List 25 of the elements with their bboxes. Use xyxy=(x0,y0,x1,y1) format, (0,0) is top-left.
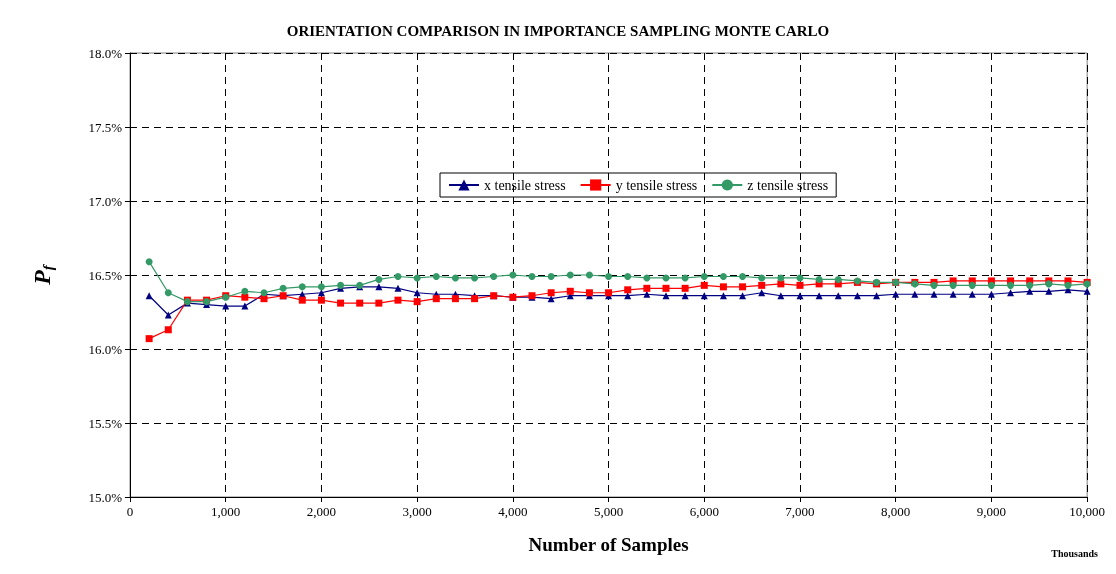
y-tick-label: 18.0% xyxy=(88,45,123,61)
y-tick-label: 15.0% xyxy=(88,489,123,505)
y-tick-label: 17.0% xyxy=(88,193,123,209)
x-tick-label: 7,000 xyxy=(785,504,815,519)
text: Thousands xyxy=(1051,547,1099,559)
x-tick-label: 0 xyxy=(126,504,134,519)
x-tick-label: 8,000 xyxy=(881,504,911,519)
x-tick-label: 4,000 xyxy=(498,504,528,519)
legend-label: x tensile stress xyxy=(484,177,566,193)
x-tick-label: 1,000 xyxy=(211,504,241,519)
x-axis-title: Number of Samples xyxy=(528,534,689,555)
y-tick-label: 16.5% xyxy=(88,267,123,283)
x-tick-label: 6,000 xyxy=(689,504,719,519)
x-tick-label: 3,000 xyxy=(402,504,432,519)
x-tick-label: 9,000 xyxy=(976,504,1007,519)
legend-label: y tensile stress xyxy=(615,177,698,193)
y-axis-title: Pf xyxy=(28,263,56,286)
chart-title: ORIENTATION COMPARISON IN IMPORTANCE SAMPLING MONTE CARLO xyxy=(286,22,830,39)
y-tick-label: 16.0% xyxy=(88,341,123,357)
x-tick-label: 5,000 xyxy=(593,504,624,519)
y-tick-label: 17.5% xyxy=(88,119,123,135)
x-tick-label: 10,000 xyxy=(1069,504,1105,519)
legend-label: z tensile stress xyxy=(747,177,829,193)
y-tick-label: 15.5% xyxy=(88,415,123,431)
x-tick-label: 2,000 xyxy=(306,504,337,519)
